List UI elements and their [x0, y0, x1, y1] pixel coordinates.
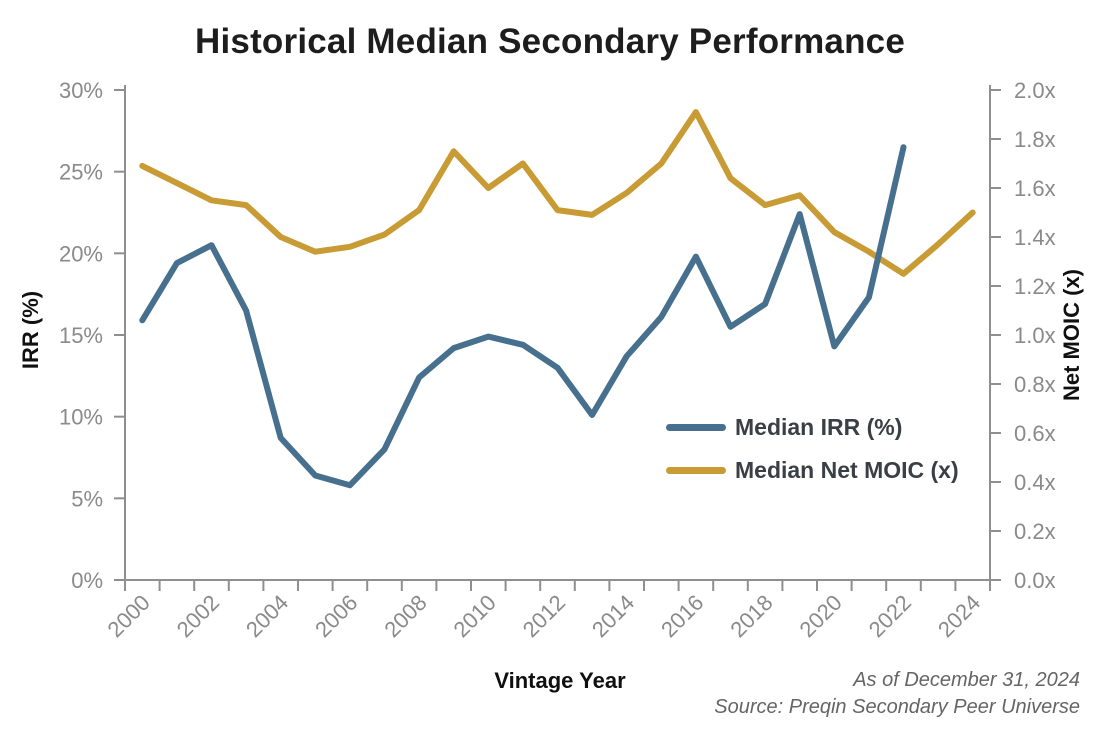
legend-item-moic: Median Net MOIC (x)	[666, 449, 959, 492]
svg-text:2012: 2012	[518, 590, 570, 642]
x-axis-title: Vintage Year	[494, 668, 626, 693]
svg-text:0.0x: 0.0x	[1014, 568, 1056, 593]
svg-text:2008: 2008	[379, 590, 431, 642]
svg-text:2018: 2018	[725, 590, 777, 642]
x-tick-labels: 2000 2002 2004 2006 2008 2010 2012 2014 2016 2018…	[103, 590, 986, 642]
legend-label-irr: Median IRR (%)	[735, 414, 903, 440]
left-axis-title: IRR (%)	[18, 290, 43, 370]
svg-text:2010: 2010	[449, 590, 501, 642]
svg-text:2004: 2004	[241, 590, 293, 642]
svg-text:2006: 2006	[310, 590, 362, 642]
svg-text:5%: 5%	[71, 486, 103, 511]
as-of-date: As of December 31, 2024	[853, 669, 1080, 691]
right-axis-title: Net MOIC (x)	[1059, 269, 1084, 401]
svg-text:25%: 25%	[59, 160, 103, 185]
svg-text:0.8x: 0.8x	[1014, 372, 1056, 397]
svg-text:0.6x: 0.6x	[1014, 421, 1056, 446]
svg-text:0.4x: 0.4x	[1014, 470, 1056, 495]
legend-item-irr: Median IRR (%)	[666, 406, 959, 449]
source-text: Source: Preqin Secondary Peer Universe	[714, 696, 1080, 718]
svg-text:15%: 15%	[59, 323, 103, 348]
svg-text:1.2x: 1.2x	[1014, 274, 1056, 299]
right-axis-ticks: 0.0x 0.2x 0.4x 0.6x 0.8x 1.0x 1.2x 1.4x 1.6x 1.8x…	[990, 78, 1056, 593]
legend-label-moic: Median Net MOIC (x)	[735, 457, 959, 483]
irr-line	[139, 144, 907, 489]
svg-text:2024: 2024	[933, 590, 985, 642]
svg-text:10%: 10%	[59, 405, 103, 430]
x-axis-ticks	[124, 580, 991, 591]
svg-text:0%: 0%	[71, 568, 103, 593]
svg-text:1.8x: 1.8x	[1014, 127, 1056, 152]
svg-text:30%: 30%	[59, 78, 103, 103]
svg-text:0.2x: 0.2x	[1014, 519, 1056, 544]
svg-text:1.0x: 1.0x	[1014, 323, 1056, 348]
svg-text:2002: 2002	[172, 590, 224, 642]
legend: Median IRR (%) Median Net MOIC (x)	[666, 406, 959, 492]
svg-text:2000: 2000	[103, 590, 155, 642]
moic-line-swatch	[666, 467, 726, 474]
svg-text:2020: 2020	[795, 590, 847, 642]
svg-text:2016: 2016	[656, 590, 708, 642]
svg-text:1.4x: 1.4x	[1014, 225, 1056, 250]
svg-text:1.6x: 1.6x	[1014, 176, 1056, 201]
chart-title: Historical Median Secondary Performance	[195, 22, 905, 61]
svg-text:2.0x: 2.0x	[1014, 78, 1056, 103]
footnote: As of December 31, 2024 Source: Preqin S…	[714, 667, 1080, 721]
svg-text:2022: 2022	[864, 590, 916, 642]
irr-line-swatch	[666, 424, 726, 431]
svg-text:2014: 2014	[587, 590, 639, 642]
moic-line	[139, 109, 976, 277]
svg-text:20%: 20%	[59, 241, 103, 266]
left-axis-ticks: 0% 5% 10% 15% 20% 25% 30%	[59, 78, 125, 593]
